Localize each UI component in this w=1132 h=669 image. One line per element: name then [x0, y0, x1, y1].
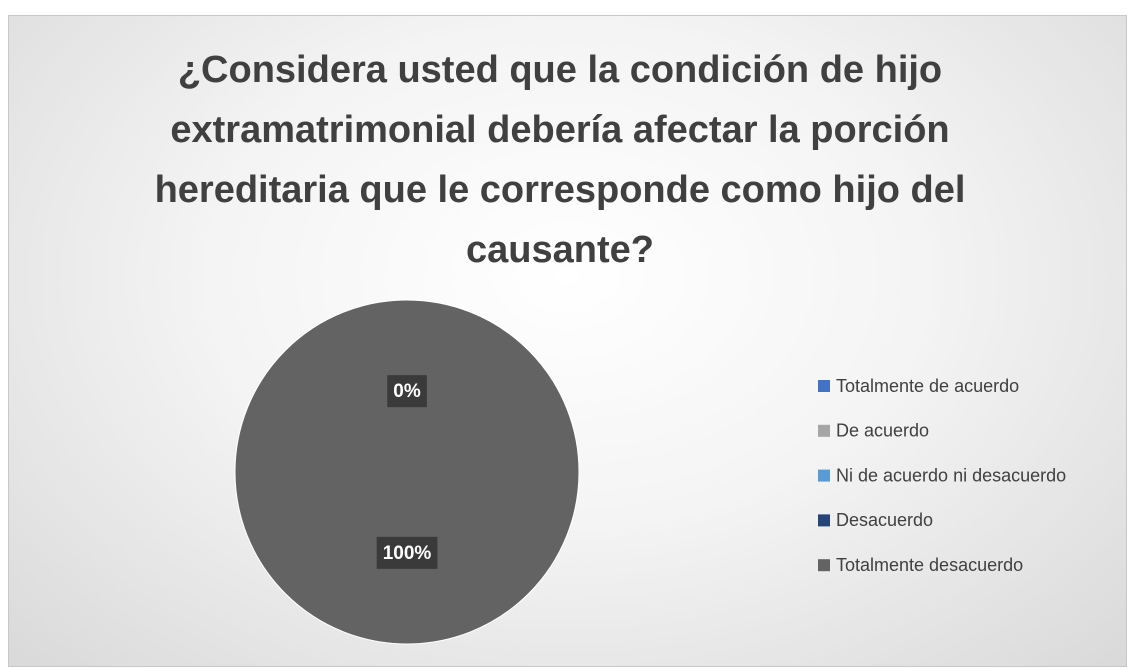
- legend-label: Ni de acuerdo ni desacuerdo: [836, 465, 1066, 485]
- legend-label: Desacuerdo: [836, 510, 933, 530]
- legend-label: Totalmente desacuerdo: [836, 555, 1023, 575]
- legend-label: De acuerdo: [836, 421, 929, 441]
- data-label-box: [376, 536, 438, 569]
- data-label: 100%: [376, 536, 438, 569]
- chart-title: ¿Considera usted que la condición de hij…: [154, 49, 966, 271]
- legend-swatch: [818, 469, 830, 482]
- pie-slice: [234, 299, 580, 645]
- legend-swatch: [818, 380, 830, 392]
- legend-swatch: [818, 514, 830, 527]
- data-label-text: 100%: [383, 543, 432, 564]
- legend-swatch: [818, 424, 830, 437]
- legend-swatch: [818, 559, 830, 572]
- legend-label: Totalmente de acuerdo: [836, 376, 1019, 396]
- chart-area: [8, 15, 1127, 667]
- data-label-box: [387, 375, 427, 408]
- data-label: 0%: [387, 375, 427, 408]
- data-label-text: 0%: [393, 381, 421, 402]
